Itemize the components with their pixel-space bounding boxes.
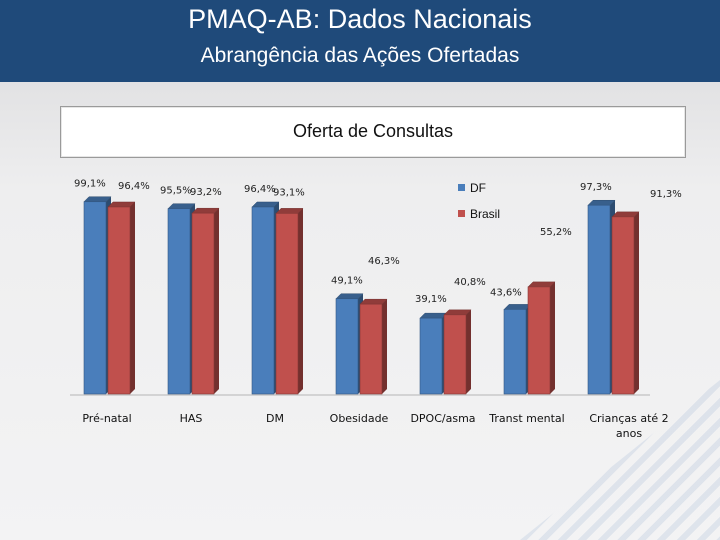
- bar-brasil-has: [191, 212, 215, 395]
- chart-title-box: Oferta de Consultas: [60, 106, 686, 158]
- category-label-obesidade: Obesidade: [330, 412, 389, 425]
- bar-brasil-obesidade: [359, 303, 383, 395]
- legend-label-df: DF: [470, 181, 486, 195]
- bar-df-dpoc-asma: [419, 317, 443, 395]
- slide-header: PMAQ-AB: Dados Nacionais Abrangência das…: [0, 0, 720, 82]
- bar-df-pre-natal: [83, 201, 107, 395]
- bar-side-brasil-obesidade: [382, 299, 387, 394]
- bar-df-dm: [251, 206, 275, 395]
- bar-brasil-dpoc-asma: [443, 314, 467, 395]
- data-label-df-criancas-ate-2-anos: 97,3%: [580, 182, 612, 193]
- data-label-df-dpoc-asma: 39,1%: [415, 294, 447, 305]
- data-label-brasil-dm: 93,1%: [273, 187, 305, 198]
- bar-side-brasil-pre-natal: [130, 201, 135, 394]
- bar-df-criancas-ate-2-anos: [587, 204, 611, 395]
- bar-side-brasil-dpoc-asma: [466, 309, 471, 394]
- data-label-df-obesidade: 49,1%: [331, 276, 363, 287]
- data-label-brasil-dpoc-asma: 40,8%: [454, 277, 486, 288]
- bar-brasil-dm: [275, 213, 299, 395]
- data-label-brasil-criancas-ate-2-anos: 91,3%: [650, 189, 682, 200]
- data-label-brasil-pre-natal: 96,4%: [118, 181, 150, 192]
- slide-subtitle: Abrangência das Ações Ofertadas: [200, 44, 520, 67]
- legend-label-brasil: Brasil: [470, 207, 500, 221]
- category-label-criancas-ate-2-anos: Crianças até 2 anos: [589, 412, 668, 440]
- category-label-transt-mental: Transt mental: [488, 412, 564, 425]
- chart-title: Oferta de Consultas: [292, 121, 454, 141]
- data-label-df-has: 95,5%: [160, 186, 192, 197]
- data-label-df-dm: 96,4%: [244, 184, 276, 195]
- bar-df-obesidade: [335, 298, 359, 395]
- category-label-dm: DM: [266, 412, 284, 425]
- bar-brasil-transt-mental: [527, 286, 551, 395]
- data-label-brasil-transt-mental: 55,2%: [540, 227, 572, 238]
- bar-df-transt-mental: [503, 309, 527, 395]
- bar-df-has: [167, 208, 191, 395]
- data-label-df-transt-mental: 43,6%: [490, 287, 522, 298]
- bar-side-brasil-dm: [298, 208, 303, 394]
- bar-side-brasil-criancas-ate-2-anos: [634, 211, 639, 394]
- category-label-dpoc-asma: DPOC/asma: [410, 412, 475, 425]
- data-label-brasil-has: 93,2%: [190, 187, 222, 198]
- category-label-pre-natal: Pré-natal: [82, 412, 131, 425]
- slide-title: PMAQ-AB: Dados Nacionais: [188, 4, 532, 34]
- legend-swatch-df: [458, 184, 465, 191]
- bar-side-brasil-has: [214, 208, 219, 394]
- data-label-df-pre-natal: 99,1%: [74, 179, 106, 190]
- legend-swatch-brasil: [458, 210, 465, 217]
- data-label-brasil-obesidade: 46,3%: [368, 256, 400, 267]
- bar-brasil-pre-natal: [107, 206, 131, 395]
- bar-brasil-criancas-ate-2-anos: [611, 216, 635, 395]
- bar-side-brasil-transt-mental: [550, 281, 555, 394]
- category-label-has: HAS: [180, 412, 203, 425]
